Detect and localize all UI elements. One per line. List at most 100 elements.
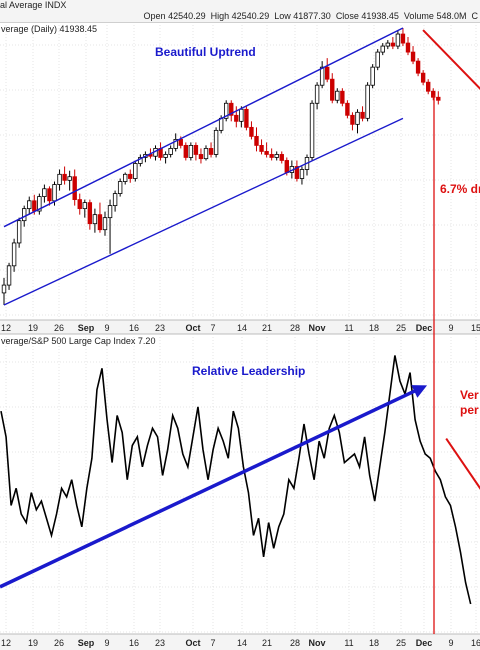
- candle-body: [400, 33, 406, 44]
- candle-body: [324, 66, 330, 80]
- candle-body: [234, 114, 239, 122]
- candle-body: [415, 60, 421, 74]
- x-tick-label-top: 18: [369, 323, 379, 333]
- close-label: Close: [335, 11, 359, 21]
- x-tick-label-top: Sep: [78, 323, 95, 333]
- candle-body: [208, 148, 214, 155]
- candle-body: [335, 90, 340, 101]
- high-label: High: [210, 11, 230, 21]
- candle-body: [431, 90, 436, 98]
- candle-body: [405, 42, 411, 53]
- x-tick-label-top: 14: [237, 323, 247, 333]
- change-label: C: [471, 11, 479, 21]
- candle-body: [27, 200, 32, 210]
- candle-body: [178, 138, 183, 146]
- candle-body: [67, 176, 72, 181]
- candle-body: [319, 66, 325, 86]
- candle-body: [198, 154, 204, 160]
- candle-body: [82, 202, 87, 210]
- channel-lower-line: [3, 117, 404, 306]
- xaxis-band-bottom: [0, 633, 480, 650]
- candle-body: [42, 188, 47, 197]
- x-tick-label-bottom: Nov: [308, 638, 325, 648]
- candle-body: [330, 78, 335, 101]
- candle-body: [365, 84, 370, 119]
- candle-body: [203, 148, 209, 160]
- candle-body: [345, 102, 350, 116]
- high-value: 42540.29: [231, 11, 270, 21]
- x-tick-label-bottom: 16: [471, 638, 480, 648]
- x-tick-label-bottom: 9: [104, 638, 109, 648]
- price-panel-title: verage (Daily) 41938.45: [1, 24, 97, 34]
- annotation-ver: Ver: [460, 388, 479, 402]
- x-tick-label-bottom: Sep: [78, 638, 95, 648]
- x-tick-label-bottom: 16: [129, 638, 139, 648]
- ratio-panel-frame: [0, 333, 480, 635]
- candle-body: [223, 102, 229, 119]
- candle-body: [425, 81, 431, 92]
- x-tick-label-top: 15: [471, 323, 480, 333]
- x-tick-label-top: Dec: [416, 323, 433, 333]
- x-tick-label-top: Nov: [308, 323, 325, 333]
- channel-upper-line: [3, 27, 404, 228]
- candle-body: [370, 66, 375, 86]
- candle-body: [193, 145, 199, 155]
- ratio-panel-title: verage/S&P 500 Large Cap Index 7.20: [1, 336, 155, 346]
- x-tick-label-bottom: 26: [54, 638, 64, 648]
- x-tick-label-top: 16: [129, 323, 139, 333]
- candle-body: [16, 220, 22, 244]
- candle-body: [72, 176, 77, 200]
- annotation-drop-percent: 6.7% dr: [440, 182, 480, 196]
- candle-body: [264, 151, 269, 155]
- candle-body: [390, 42, 396, 47]
- candle-body: [117, 181, 123, 194]
- candle-body: [299, 169, 305, 179]
- candle-body: [107, 205, 113, 219]
- candle-body: [355, 111, 360, 125]
- candle-body: [128, 173, 133, 179]
- candle-body: [340, 90, 345, 104]
- candle-body: [279, 154, 284, 161]
- price-panel-frame: [0, 21, 480, 321]
- candle-body: [173, 138, 178, 149]
- candle-body: [32, 200, 37, 212]
- x-tick-label-top: 26: [54, 323, 64, 333]
- candle-body: [274, 154, 279, 158]
- x-tick-label-top: 21: [262, 323, 272, 333]
- x-tick-label-bottom: 18: [369, 638, 379, 648]
- trend-arrow-shaft: [0, 387, 420, 589]
- volume-label: Volume: [403, 11, 434, 21]
- price-drop-line: [422, 29, 480, 91]
- candle-body: [395, 33, 401, 47]
- x-tick-label-top: 9: [448, 323, 453, 333]
- x-tick-label-bottom: 21: [262, 638, 272, 648]
- candle-body: [47, 188, 52, 202]
- close-value: 41938.45: [361, 11, 399, 21]
- candle-body: [259, 145, 264, 152]
- x-tick-label-bottom: 7: [210, 638, 215, 648]
- candle-body: [213, 129, 219, 155]
- candle-body: [37, 196, 42, 212]
- candle-body: [87, 202, 93, 225]
- candle-body: [436, 96, 441, 101]
- price-candles: [1, 28, 441, 305]
- candle-body: [188, 145, 194, 158]
- x-tick-label-bottom: 25: [396, 638, 406, 648]
- candle-body: [133, 163, 138, 179]
- x-tick-label-top: 28: [290, 323, 300, 333]
- candle-body: [102, 217, 108, 231]
- x-tick-label-bottom: 9: [448, 638, 453, 648]
- x-tick-label-top: 9: [104, 323, 109, 333]
- candle-body: [62, 173, 67, 181]
- candle-body: [112, 193, 118, 207]
- ratio-drop-line: [445, 438, 480, 490]
- candle-body: [254, 135, 259, 146]
- candle-body: [168, 148, 173, 155]
- candle-body: [57, 173, 62, 185]
- low-label: Low: [274, 11, 291, 21]
- candle-body: [360, 111, 365, 119]
- x-tick-label-top: 12: [1, 323, 11, 333]
- candle-body: [309, 102, 315, 158]
- candle-body: [380, 45, 385, 53]
- candle-body: [385, 42, 390, 47]
